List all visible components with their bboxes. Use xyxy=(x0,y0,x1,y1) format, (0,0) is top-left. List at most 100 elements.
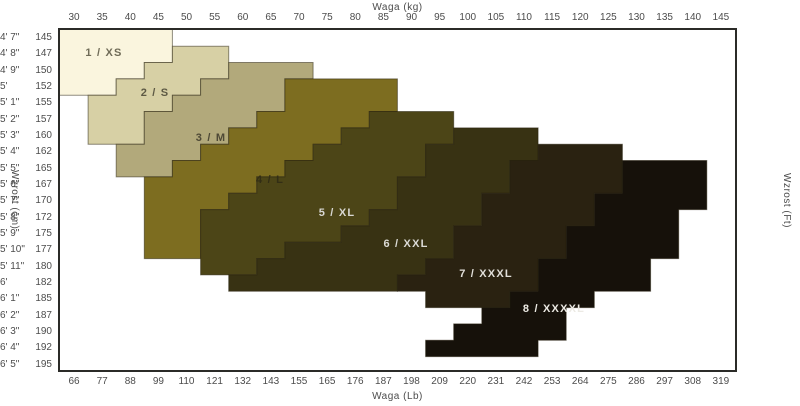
y-tick-ft: 6' 5" xyxy=(0,358,20,370)
x-tick-lb: 110 xyxy=(178,376,195,387)
x-tick-lb: 275 xyxy=(600,376,617,387)
x-tick-kg: 130 xyxy=(628,12,645,23)
y-axis-title-left: Wzrost (cm) xyxy=(9,170,20,230)
x-tick-lb: 242 xyxy=(515,376,533,387)
y-tick-ft: 5' 2" xyxy=(0,113,20,125)
x-tick-kg: 35 xyxy=(96,12,108,23)
y-tick-ft: 5' 10" xyxy=(0,244,25,256)
y-tick-ft: 4' 8" xyxy=(0,48,20,60)
x-tick-kg: 95 xyxy=(434,12,446,23)
x-tick-kg: 40 xyxy=(124,12,136,23)
x-tick-lb: 297 xyxy=(656,376,673,387)
y-tick-ft: 5' 8" xyxy=(0,211,20,223)
x-tick-lb: 198 xyxy=(403,376,420,387)
x-tick-kg: 85 xyxy=(377,12,389,23)
x-tick-lb: 264 xyxy=(571,376,589,387)
size-label-xxxxl: 8 / XXXXL xyxy=(522,303,586,315)
x-tick-lb: 187 xyxy=(375,376,392,387)
y-tick-cm: 182 xyxy=(35,277,52,289)
x-tick-lb: 286 xyxy=(628,376,645,387)
x-tick-kg: 90 xyxy=(405,12,418,23)
x-tick-kg: 110 xyxy=(516,12,532,23)
y-tick-cm: 187 xyxy=(35,309,52,321)
y-tick-cm: 167 xyxy=(35,179,52,190)
x-axis-title-top: Waga (kg) xyxy=(372,2,423,13)
x-tick-lb: 176 xyxy=(346,376,364,387)
x-tick-lb: 132 xyxy=(234,376,252,387)
y-axis-title-right: Wzrost (Ft) xyxy=(781,172,792,228)
x-tick-lb: 308 xyxy=(684,376,702,387)
y-tick-cm: 155 xyxy=(35,97,52,109)
y-tick-cm: 190 xyxy=(35,326,52,338)
y-tick-ft: 5' xyxy=(0,81,8,92)
y-tick-ft: 6' xyxy=(0,277,8,289)
x-tick-kg: 70 xyxy=(293,12,305,23)
y-tick-ft: 6' 3" xyxy=(0,326,20,338)
y-tick-ft: 5' 5" xyxy=(0,162,20,174)
y-tick-ft: 5' 6" xyxy=(0,179,20,190)
y-tick-cm: 157 xyxy=(35,113,52,125)
y-tick-cm: 165 xyxy=(35,162,52,174)
y-tick-ft: 5' 3" xyxy=(0,130,20,141)
y-tick-cm: 172 xyxy=(35,211,52,223)
x-tick-kg: 65 xyxy=(265,12,277,23)
y-tick-cm: 170 xyxy=(35,195,52,207)
x-tick-kg: 50 xyxy=(180,12,193,23)
x-tick-lb: 155 xyxy=(290,376,308,387)
y-tick-ft: 5' 9" xyxy=(0,228,20,240)
x-tick-lb: 319 xyxy=(712,376,730,387)
x-tick-kg: 140 xyxy=(684,12,702,23)
x-tick-kg: 100 xyxy=(459,12,477,23)
x-tick-kg: 75 xyxy=(321,12,333,23)
x-tick-lb: 66 xyxy=(68,376,80,387)
y-tick-cm: 175 xyxy=(35,228,52,240)
y-tick-cm: 145 xyxy=(35,32,52,43)
x-tick-lb: 253 xyxy=(543,376,561,387)
x-tick-kg: 55 xyxy=(209,12,221,23)
y-tick-ft: 6' 1" xyxy=(0,293,20,305)
x-tick-kg: 105 xyxy=(487,12,505,23)
y-tick-ft: 5' 7" xyxy=(0,195,20,207)
size-label-l: 4 / L xyxy=(255,174,285,186)
y-tick-cm: 180 xyxy=(35,260,52,272)
x-tick-kg: 145 xyxy=(712,12,730,23)
x-tick-lb: 88 xyxy=(124,376,136,387)
plot-border xyxy=(58,28,737,372)
x-tick-lb: 143 xyxy=(262,376,280,387)
y-tick-ft: 4' 7" xyxy=(0,32,20,43)
y-tick-cm: 162 xyxy=(35,146,52,158)
x-tick-lb: 77 xyxy=(96,376,108,387)
x-tick-kg: 30 xyxy=(68,12,80,23)
y-tick-ft: 5' 1" xyxy=(0,97,20,109)
x-tick-kg: 115 xyxy=(544,12,561,23)
y-tick-ft: 5' 4" xyxy=(0,146,20,158)
y-tick-cm: 185 xyxy=(35,293,52,305)
x-tick-kg: 120 xyxy=(571,12,589,23)
size-label-xxl: 6 / XXL xyxy=(383,238,429,250)
size-label-xxxl: 7 / XXXL xyxy=(459,268,513,280)
size-label-s: 2 / S xyxy=(140,87,170,99)
size-label-m: 3 / M xyxy=(195,132,227,144)
x-tick-lb: 209 xyxy=(431,376,448,387)
y-tick-ft: 5' 11" xyxy=(0,260,25,272)
y-tick-cm: 152 xyxy=(35,81,52,92)
y-tick-cm: 160 xyxy=(35,130,52,141)
x-axis-title-bottom: Waga (Lb) xyxy=(372,391,423,402)
y-tick-cm: 177 xyxy=(35,244,52,256)
x-tick-kg: 80 xyxy=(349,12,361,23)
plot-area xyxy=(58,28,737,372)
x-tick-lb: 121 xyxy=(206,376,223,387)
x-tick-kg: 135 xyxy=(656,12,673,23)
x-tick-kg: 45 xyxy=(152,12,164,23)
y-tick-cm: 150 xyxy=(35,64,52,76)
size-label-xs: 1 / XS xyxy=(85,47,123,59)
y-tick-cm: 147 xyxy=(35,48,52,60)
x-tick-lb: 165 xyxy=(318,376,336,387)
x-tick-kg: 125 xyxy=(600,12,617,23)
size-region-xxxxl xyxy=(425,160,708,358)
x-tick-lb: 99 xyxy=(152,376,164,387)
y-tick-cm: 192 xyxy=(35,342,52,354)
x-tick-lb: 220 xyxy=(459,376,477,387)
size-label-xl: 5 / XL xyxy=(318,207,356,219)
